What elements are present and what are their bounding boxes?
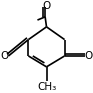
Text: O: O xyxy=(84,51,92,61)
Text: O: O xyxy=(1,51,9,61)
Text: CH₃: CH₃ xyxy=(37,82,56,92)
Text: O: O xyxy=(42,1,51,11)
